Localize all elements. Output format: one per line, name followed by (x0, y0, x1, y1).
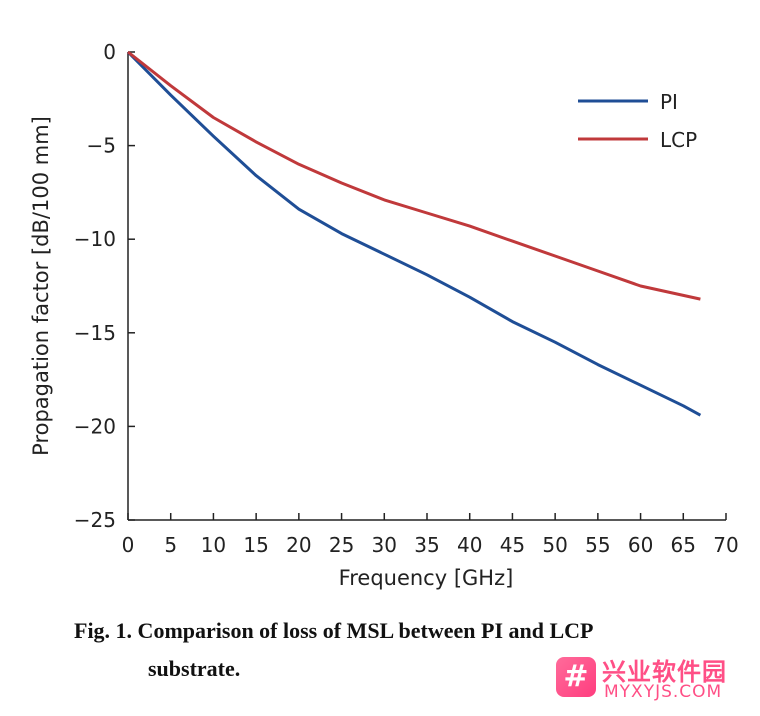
x-tick-label: 70 (713, 533, 738, 557)
x-tick-label: 10 (201, 533, 226, 557)
x-tick-label: 5 (164, 533, 177, 557)
x-axis-ticks: 0 5 10 15 20 25 30 35 40 45 50 55 60 65 70 (122, 513, 739, 557)
x-tick-label: 45 (500, 533, 525, 557)
watermark-url-text: MYXYJS.COM (604, 682, 723, 702)
caption-line-2: substrate. (148, 656, 241, 681)
y-tick-label: 0 (103, 40, 116, 64)
y-tick-label: −10 (74, 227, 116, 251)
x-tick-label: 60 (628, 533, 653, 557)
legend-label-lcp: LCP (660, 128, 697, 152)
propagation-loss-chart: 0 −5 −10 −15 −20 −25 0 5 10 15 20 25 30 35 40 45 50 55 60… (29, 40, 739, 590)
x-tick-label: 55 (585, 533, 610, 557)
watermark-chinese-text: 兴业软件园 (602, 658, 727, 686)
x-tick-label: 40 (457, 533, 482, 557)
x-tick-label: 30 (372, 533, 397, 557)
legend-label-pi: PI (660, 90, 678, 114)
x-tick-label: 20 (286, 533, 311, 557)
x-tick-label: 35 (414, 533, 439, 557)
legend: PI LCP (578, 90, 697, 152)
y-tick-label: −5 (87, 134, 116, 158)
series-lines (126, 50, 702, 417)
y-tick-label: −20 (74, 414, 116, 438)
watermark-logo-icon: # (556, 657, 596, 697)
x-tick-label: 65 (671, 533, 696, 557)
y-axis-ticks: 0 −5 −10 −15 −20 −25 (74, 40, 135, 532)
x-axis-label: Frequency [GHz] (339, 566, 514, 590)
x-tick-label: 50 (542, 533, 567, 557)
caption-line-1: Fig. 1. Comparison of loss of MSL betwee… (74, 618, 594, 643)
x-tick-label: 15 (243, 533, 268, 557)
series-line-pi (126, 50, 702, 417)
x-tick-label: 0 (122, 533, 135, 557)
figure-caption: Fig. 1. Comparison of loss of MSL betwee… (74, 612, 714, 688)
x-tick-label: 25 (329, 533, 354, 557)
series-line-lcp (127, 50, 701, 301)
y-tick-label: −25 (74, 508, 116, 532)
y-axis-label: Propagation factor [dB/100 mm] (29, 116, 53, 456)
y-tick-label: −15 (74, 321, 116, 345)
